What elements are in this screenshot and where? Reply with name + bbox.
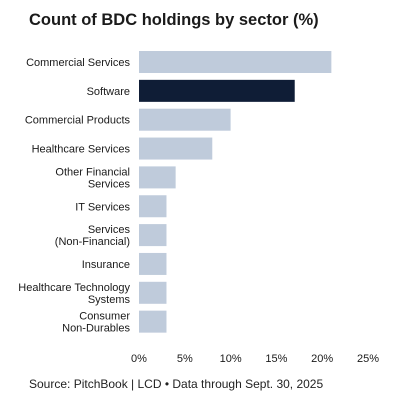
x-tick-label-5: 25% xyxy=(357,353,379,365)
bar-8 xyxy=(139,281,167,304)
category-label-7: Insurance xyxy=(82,259,130,271)
category-label-0: Commercial Services xyxy=(26,57,130,69)
category-label-4: Other Financial Services xyxy=(55,166,130,190)
category-labels: Commercial Services Software Commercial Pr… xyxy=(18,57,130,335)
category-label-1: Software xyxy=(87,86,130,98)
x-tick-label-3: 15% xyxy=(265,353,287,365)
category-label-6: Services (Non-Financial) xyxy=(55,224,131,248)
bar-2 xyxy=(139,108,231,131)
bars-group xyxy=(139,51,332,333)
x-tick-label-4: 20% xyxy=(311,353,333,365)
chart-title: Count of BDC holdings by sector (%) xyxy=(29,11,319,29)
category-label-9: Consumer Non-Durables xyxy=(62,311,130,335)
category-label-5: IT Services xyxy=(75,201,130,213)
x-tick-label-0: 0% xyxy=(131,353,147,365)
x-axis-ticks: 0% 5% 10% 15% 20% 25% xyxy=(131,353,379,365)
x-tick-label-1: 5% xyxy=(177,353,193,365)
category-label-3: Healthcare Services xyxy=(32,144,131,156)
bar-7 xyxy=(139,252,167,275)
bar-9 xyxy=(139,310,167,333)
bar-0 xyxy=(139,51,332,73)
bar-6 xyxy=(139,224,167,247)
category-label-2: Commercial Products xyxy=(25,115,131,127)
bar-1 xyxy=(139,79,295,102)
bar-4 xyxy=(139,166,176,189)
category-label-8: Healthcare Technology Systems xyxy=(18,282,130,306)
bar-5 xyxy=(139,195,167,218)
bar-3 xyxy=(139,137,213,160)
x-tick-label-2: 10% xyxy=(220,353,242,365)
source-note: Source: PitchBook | LCD • Data through S… xyxy=(29,377,324,391)
